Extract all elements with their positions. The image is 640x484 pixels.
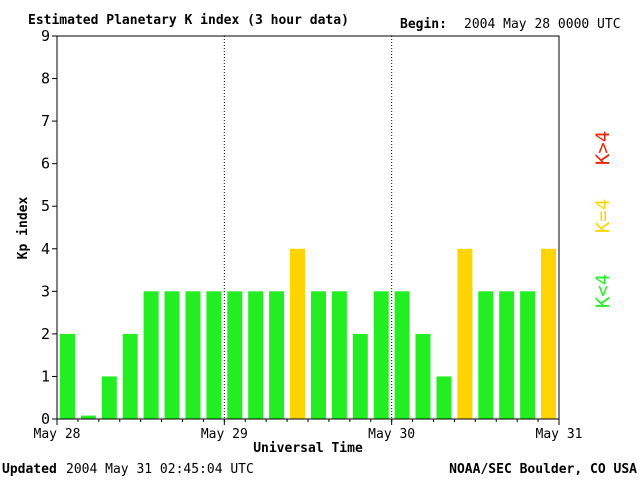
kp-bar	[331, 291, 347, 419]
y-tick-label: 5	[41, 197, 50, 215]
kp-bar	[60, 333, 75, 419]
y-tick-label: 2	[41, 325, 50, 343]
y-tick-label: 0	[41, 410, 50, 428]
legend-high: K>4	[592, 131, 614, 165]
kp-bar	[164, 291, 180, 419]
y-tick-label: 6	[41, 155, 50, 173]
x-tick-label: May 31	[536, 427, 583, 442]
chart-title: Estimated Planetary K index (3 hour data…	[28, 13, 349, 28]
kp-bar	[290, 248, 305, 419]
kp-bar	[248, 291, 264, 419]
y-tick-label: 1	[41, 367, 50, 385]
legend-equal: K=4	[592, 199, 614, 233]
kp-bar	[269, 291, 285, 419]
updated-label: Updated	[2, 462, 57, 477]
kp-bar	[80, 415, 96, 419]
kp-bar	[185, 291, 201, 419]
kp-bar	[311, 291, 326, 419]
x-tick-label: May 30	[368, 427, 415, 442]
begin-label: Begin:	[400, 17, 447, 32]
legend-low: K<4	[592, 274, 614, 308]
kp-bar	[373, 291, 389, 419]
kp-bar	[541, 248, 556, 419]
y-tick-label: 3	[41, 282, 50, 300]
kp-bar	[394, 291, 410, 419]
y-tick-label: 9	[41, 27, 50, 45]
kp-bar	[457, 248, 473, 419]
kp-bar	[143, 291, 159, 419]
kp-bar	[499, 291, 515, 419]
x-axis-label: Universal Time	[253, 441, 363, 456]
kp-bar	[122, 333, 138, 419]
credit-text: NOAA/SEC Boulder, CO USA	[449, 462, 637, 477]
begin-value: 2004 May 28 0000 UTC	[464, 17, 621, 32]
kp-bar	[352, 333, 368, 419]
updated-value: 2004 May 31 02:45:04 UTC	[66, 462, 254, 477]
kp-bar	[415, 333, 431, 419]
kp-bar	[206, 291, 222, 419]
x-tick-label: May 29	[201, 427, 248, 442]
kp-bar	[436, 376, 452, 419]
kp-bar	[101, 376, 117, 419]
y-axis-label: Kp index	[16, 197, 31, 260]
kp-bar	[478, 291, 494, 419]
x-tick-label: May 28	[34, 427, 81, 442]
kp-bar	[227, 291, 243, 419]
y-tick-label: 8	[41, 70, 50, 88]
y-tick-label: 7	[41, 112, 50, 130]
plot-area: 0 1 2 3 4 5 6 7 8 9 May 28 May 29 May 30 May 31	[34, 27, 583, 442]
kp-bar	[520, 291, 536, 419]
y-tick-label: 4	[41, 240, 50, 258]
